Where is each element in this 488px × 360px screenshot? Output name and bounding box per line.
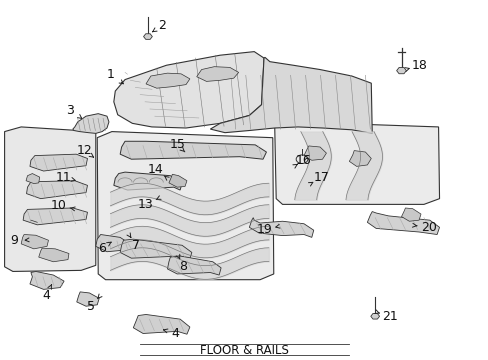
Text: 4: 4 [42, 289, 50, 302]
Text: 10: 10 [50, 199, 66, 212]
Polygon shape [73, 114, 109, 134]
Text: 21: 21 [381, 310, 397, 324]
Text: 4: 4 [171, 327, 179, 339]
Polygon shape [274, 122, 439, 204]
Polygon shape [4, 127, 96, 271]
Text: 5: 5 [87, 300, 95, 313]
Text: 18: 18 [411, 59, 427, 72]
Text: 6: 6 [98, 242, 105, 255]
Polygon shape [26, 174, 40, 184]
Polygon shape [167, 256, 221, 275]
Text: 12: 12 [77, 144, 92, 157]
Text: 16: 16 [296, 154, 311, 167]
Polygon shape [146, 73, 189, 88]
Polygon shape [133, 315, 189, 334]
Polygon shape [77, 292, 99, 306]
Polygon shape [30, 154, 87, 171]
Polygon shape [114, 51, 264, 128]
Polygon shape [304, 146, 326, 160]
Text: 17: 17 [313, 171, 329, 184]
Polygon shape [97, 132, 273, 280]
Text: 14: 14 [147, 163, 163, 176]
Text: 20: 20 [420, 221, 436, 234]
Polygon shape [370, 314, 379, 319]
Polygon shape [196, 67, 238, 81]
Polygon shape [23, 208, 87, 225]
Polygon shape [396, 68, 406, 74]
Text: 3: 3 [66, 104, 74, 117]
Polygon shape [39, 248, 69, 262]
Polygon shape [366, 212, 439, 234]
Polygon shape [143, 34, 152, 39]
Polygon shape [120, 141, 266, 159]
Text: FLOOR & RAILS: FLOOR & RAILS [200, 344, 288, 357]
Text: 1: 1 [106, 68, 114, 81]
Polygon shape [26, 181, 87, 199]
Polygon shape [401, 208, 420, 221]
Polygon shape [114, 172, 182, 190]
Text: 8: 8 [179, 260, 187, 273]
Text: 13: 13 [138, 198, 154, 211]
Polygon shape [210, 57, 371, 134]
Polygon shape [120, 239, 191, 259]
Text: 19: 19 [257, 223, 272, 236]
Text: 15: 15 [169, 138, 185, 151]
Polygon shape [249, 218, 313, 237]
Polygon shape [21, 234, 48, 249]
Text: 9: 9 [10, 234, 18, 247]
Text: 11: 11 [55, 171, 71, 184]
Text: 2: 2 [157, 19, 165, 32]
Polygon shape [30, 271, 64, 289]
Polygon shape [348, 150, 370, 166]
Text: 7: 7 [132, 239, 140, 252]
Polygon shape [96, 234, 130, 252]
Polygon shape [168, 174, 186, 187]
